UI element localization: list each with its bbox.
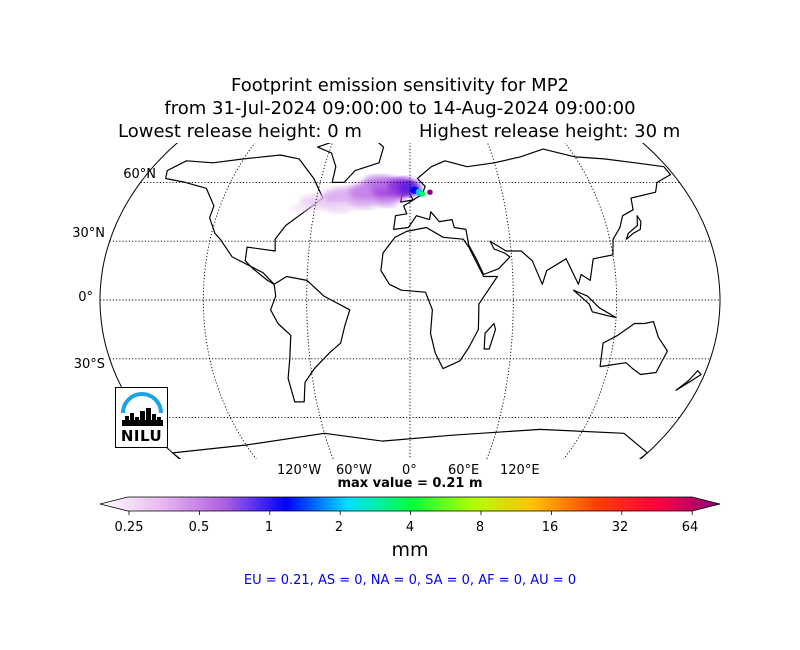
nilu-logo: NILU [115, 387, 168, 448]
logo-arc [121, 392, 163, 414]
continent-eurasia [393, 148, 672, 285]
plume-blob [375, 196, 398, 208]
map-view-window [100, 143, 720, 459]
graticule [100, 143, 720, 459]
plume-blob [348, 198, 377, 210]
lat-label-30s: 30°S [73, 357, 105, 372]
colorbar-tick-label: 1 [264, 520, 274, 535]
colorbar-tick-label: 16 [541, 520, 559, 535]
plume-blob [324, 202, 353, 214]
continent-indonesia [572, 289, 617, 319]
colorbar-tick-label: 2 [334, 520, 344, 535]
colorbar-unit-label: mm [391, 539, 429, 561]
continent-africa [380, 226, 498, 370]
title-line-2: from 31-Jul-2024 09:00:00 to 14-Aug-2024… [164, 98, 636, 119]
plume-blob [419, 191, 426, 197]
title-line-1: Footprint emission sensitivity for MP2 [230, 75, 569, 96]
plume-blob [427, 189, 433, 195]
lon-label-60e: 60°E [448, 463, 480, 478]
lon-label-120w: 120°W [277, 463, 322, 478]
continent-greenland [317, 143, 385, 183]
colorbar-tick-label: 8 [475, 520, 485, 535]
lat-label-0: 0° [78, 290, 93, 305]
lowest-release-height: Lowest release height: 0 m [118, 121, 362, 142]
max-value-label: max value = 0.21 m [337, 476, 483, 491]
colorbar-bar [99, 496, 721, 512]
colorbar [99, 496, 721, 515]
map-clip-group [100, 143, 720, 459]
plume-blob [290, 204, 308, 212]
region-summary: EU = 0.21, AS = 0, NA = 0, SA = 0, AF = … [243, 573, 577, 588]
colorbar-tick-label: 64 [681, 520, 699, 535]
logo-city-skyline [122, 408, 163, 426]
continent-north-america [165, 154, 324, 285]
highest-release-height: Highest release height: 30 m [419, 121, 681, 142]
colorbar-tick-label: 0.5 [188, 520, 210, 535]
logo-text: NILU [120, 427, 163, 445]
emission-sensitivity-plume [290, 175, 433, 214]
colorbar-tick-label: 0.25 [114, 520, 144, 535]
continent-south-america [270, 275, 351, 403]
colorbar-tick-label: 32 [611, 520, 629, 535]
lon-label-120e: 120°E [500, 463, 540, 478]
lat-label-30n: 30°N [72, 226, 105, 241]
continent-new-zealand [675, 370, 702, 391]
colorbar-tick-label: 4 [405, 520, 415, 535]
lon-label-60w: 60°W [336, 463, 372, 478]
lat-label-60n: 60°N [123, 167, 156, 182]
lon-label-0: 0° [402, 463, 417, 478]
nilu-logo-graphic [121, 392, 163, 426]
globe-border [99, 143, 721, 459]
continent-australia [599, 321, 669, 376]
continent-madagascar [483, 322, 497, 350]
continent-japan [625, 215, 642, 240]
